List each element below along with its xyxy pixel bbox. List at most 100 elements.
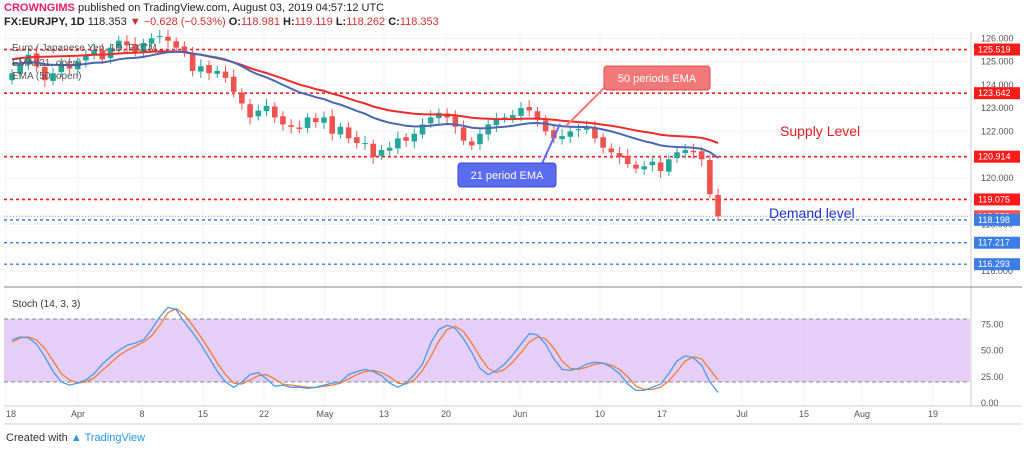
- change-value: −0.628 (−0.53%): [143, 16, 226, 28]
- price-tag-bg: [974, 150, 1020, 163]
- last-price: 118.353: [87, 16, 127, 28]
- candle-body: [222, 71, 229, 78]
- time-tick-label: 8: [139, 409, 144, 419]
- candle-body: [378, 150, 385, 156]
- candle-body: [148, 38, 155, 44]
- ema21-line: [11, 50, 719, 159]
- price-tick-label: 125.000: [981, 57, 1014, 67]
- symbol-label: FX:EURJPY, 1D: [4, 16, 85, 28]
- candle-body: [510, 115, 516, 119]
- candle-body: [280, 116, 286, 125]
- candle-body: [50, 73, 56, 81]
- price-tag-bg: [974, 193, 1020, 206]
- candle-body: [206, 65, 212, 74]
- candle-body: [501, 117, 508, 119]
- candle-body: [132, 44, 138, 53]
- candle-body: [403, 137, 409, 141]
- candle-body: [583, 126, 590, 130]
- candle-body: [230, 76, 237, 92]
- candle-body: [633, 164, 639, 169]
- stoch-k-line: [11, 306, 719, 393]
- stoch-pane-grid: [4, 318, 970, 383]
- candle-body: [518, 108, 524, 116]
- price-tag-label: 123.642: [978, 88, 1011, 98]
- candle-body: [337, 126, 344, 135]
- low-label: L:: [335, 16, 347, 28]
- down-arrow-icon: ▼: [129, 16, 141, 28]
- candle-body: [42, 66, 48, 81]
- candle-body: [247, 104, 253, 118]
- ema50-line: [11, 50, 719, 144]
- ema21-callout-label: 21 period EMA: [471, 170, 544, 182]
- price-tag-label: 117.217: [978, 238, 1010, 248]
- price-tag-bg: [974, 258, 1020, 271]
- candle-body: [715, 194, 721, 217]
- candle-body: [296, 127, 303, 130]
- time-tick-label: Jul: [736, 409, 748, 419]
- candle-body: [592, 127, 598, 139]
- candle-body: [33, 53, 40, 67]
- price-tag-bg: [974, 43, 1020, 56]
- price-tick-label: 123.000: [981, 103, 1014, 113]
- stoch-tick-label: 50.00: [981, 346, 1004, 356]
- ema50-callout: 50 periods EMA: [565, 65, 711, 127]
- candle-body: [649, 161, 656, 166]
- candle-body: [198, 66, 204, 72]
- low-value: 118.262: [346, 16, 386, 28]
- candle-body: [526, 106, 533, 111]
- tradingview-logo-icon: ▲: [70, 432, 82, 444]
- close-label: C:: [388, 16, 400, 28]
- candle-body: [698, 151, 705, 160]
- candle-body: [288, 125, 294, 127]
- high-value: 119.119: [294, 16, 333, 28]
- candle-body: [17, 63, 24, 74]
- candle-body: [477, 133, 483, 145]
- candle-body: [419, 124, 426, 135]
- footer: Created with ▲ TradingView: [6, 432, 145, 444]
- candle-body: [156, 36, 163, 38]
- price-axis-tags: 125.519123.642120.914119.075118.353118.1…: [974, 43, 1020, 271]
- time-tick-label: Aug: [854, 409, 870, 419]
- candle-body: [641, 166, 647, 170]
- candle-body: [666, 159, 672, 172]
- candle-body: [485, 124, 491, 135]
- candle-body: [690, 150, 697, 153]
- candle-body: [9, 73, 15, 81]
- series-title: Euro / Japanese Yen, 1D, FXCM: [12, 43, 157, 54]
- open-label: O:: [228, 16, 241, 28]
- time-tick-label: 19: [928, 409, 938, 419]
- price-tag-label: 125.519: [978, 45, 1011, 55]
- candle-body: [551, 130, 557, 139]
- candle-body: [345, 127, 352, 139]
- stoch-tick-label: 25.00: [981, 372, 1004, 382]
- time-tick-label: 13: [379, 409, 389, 419]
- time-tick-label: 10: [595, 409, 605, 419]
- price-tag-bg: [974, 87, 1020, 100]
- ohlc-header: FX:EURJPY, 1D 118.353 ▼ −0.628 (−0.53%) …: [4, 16, 439, 28]
- candle-body: [354, 137, 360, 144]
- candle-body: [91, 49, 97, 56]
- candle-body: [395, 138, 401, 149]
- price-tick-label: 126.000: [981, 33, 1014, 43]
- price-tag-label: 120.914: [978, 152, 1011, 162]
- stoch-band: [4, 319, 970, 382]
- time-tick-label: May: [316, 409, 334, 419]
- candle-body: [181, 46, 188, 53]
- publisher-name[interactable]: CROWNGIMS: [4, 2, 75, 14]
- price-tick-label: 116.000: [981, 266, 1013, 276]
- price-tick-label: 120.000: [981, 173, 1014, 183]
- candle-body: [452, 116, 459, 127]
- time-tick-label: 15: [799, 409, 809, 419]
- price-tick-label: 122.000: [981, 126, 1014, 136]
- candle-body: [173, 41, 179, 48]
- candle-body: [124, 41, 130, 46]
- created-with-text: Created with: [6, 432, 68, 444]
- time-tick-label: 20: [441, 409, 451, 419]
- candle-body: [608, 148, 615, 153]
- candle-body: [83, 54, 89, 61]
- candle-body: [386, 147, 393, 151]
- candle-body: [304, 117, 311, 128]
- high-label: H:: [283, 16, 295, 28]
- time-axis-ticks: 18 Apr 8 15 22 May 13 20 Jun 10 17 Jul 15 Aug 19: [6, 409, 938, 419]
- tradingview-brand[interactable]: TradingView: [84, 432, 146, 444]
